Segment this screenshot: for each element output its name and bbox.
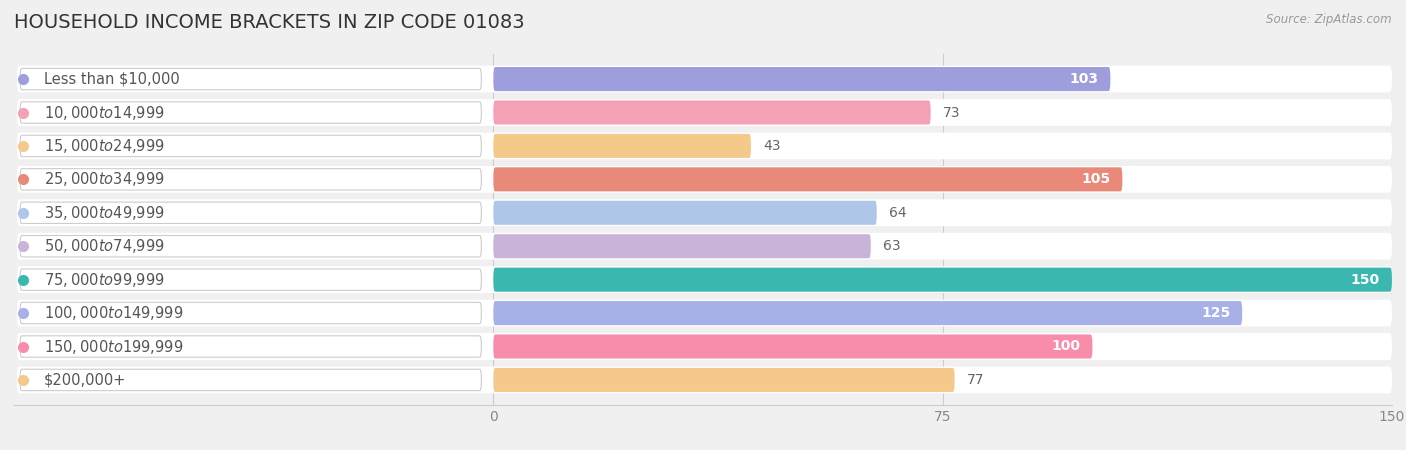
Text: Less than $10,000: Less than $10,000 [44, 72, 180, 86]
Text: 43: 43 [763, 139, 780, 153]
FancyBboxPatch shape [20, 102, 481, 123]
FancyBboxPatch shape [20, 68, 481, 90]
FancyBboxPatch shape [17, 66, 1392, 92]
Text: 77: 77 [966, 373, 984, 387]
Text: $15,000 to $24,999: $15,000 to $24,999 [44, 137, 165, 155]
FancyBboxPatch shape [17, 133, 1392, 159]
FancyBboxPatch shape [20, 269, 481, 290]
FancyBboxPatch shape [494, 368, 955, 392]
FancyBboxPatch shape [17, 300, 1392, 326]
FancyBboxPatch shape [494, 334, 1092, 359]
FancyBboxPatch shape [20, 336, 481, 357]
Text: $50,000 to $74,999: $50,000 to $74,999 [44, 237, 165, 255]
Text: 150: 150 [1351, 273, 1379, 287]
Text: 100: 100 [1052, 339, 1080, 354]
FancyBboxPatch shape [20, 202, 481, 224]
FancyBboxPatch shape [20, 169, 481, 190]
Text: 125: 125 [1201, 306, 1230, 320]
Text: HOUSEHOLD INCOME BRACKETS IN ZIP CODE 01083: HOUSEHOLD INCOME BRACKETS IN ZIP CODE 01… [14, 14, 524, 32]
Text: 103: 103 [1070, 72, 1098, 86]
FancyBboxPatch shape [17, 333, 1392, 360]
FancyBboxPatch shape [494, 67, 1111, 91]
Text: $10,000 to $14,999: $10,000 to $14,999 [44, 104, 165, 122]
Text: $150,000 to $199,999: $150,000 to $199,999 [44, 338, 183, 356]
FancyBboxPatch shape [494, 301, 1241, 325]
FancyBboxPatch shape [494, 234, 870, 258]
FancyBboxPatch shape [17, 266, 1392, 293]
Text: 73: 73 [942, 105, 960, 120]
FancyBboxPatch shape [20, 135, 481, 157]
Text: $75,000 to $99,999: $75,000 to $99,999 [44, 270, 165, 288]
FancyBboxPatch shape [17, 367, 1392, 393]
Text: 105: 105 [1081, 172, 1111, 186]
FancyBboxPatch shape [20, 369, 481, 391]
Text: Source: ZipAtlas.com: Source: ZipAtlas.com [1267, 14, 1392, 27]
FancyBboxPatch shape [20, 302, 481, 324]
FancyBboxPatch shape [17, 99, 1392, 126]
Text: $25,000 to $34,999: $25,000 to $34,999 [44, 171, 165, 189]
FancyBboxPatch shape [20, 235, 481, 257]
FancyBboxPatch shape [494, 201, 877, 225]
Text: $200,000+: $200,000+ [44, 373, 127, 387]
FancyBboxPatch shape [494, 100, 931, 125]
FancyBboxPatch shape [17, 233, 1392, 260]
FancyBboxPatch shape [17, 166, 1392, 193]
Text: $100,000 to $149,999: $100,000 to $149,999 [44, 304, 183, 322]
FancyBboxPatch shape [17, 199, 1392, 226]
FancyBboxPatch shape [494, 134, 751, 158]
FancyBboxPatch shape [494, 268, 1392, 292]
Text: 64: 64 [889, 206, 907, 220]
FancyBboxPatch shape [494, 167, 1122, 191]
Text: $35,000 to $49,999: $35,000 to $49,999 [44, 204, 165, 222]
Text: 63: 63 [883, 239, 900, 253]
